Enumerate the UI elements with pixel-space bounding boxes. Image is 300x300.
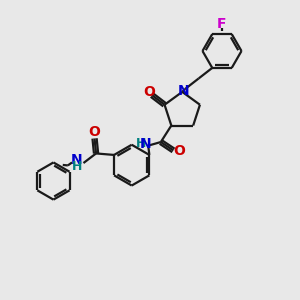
Text: N: N (71, 153, 83, 167)
Text: O: O (88, 125, 100, 140)
Text: F: F (217, 17, 227, 31)
Text: O: O (173, 144, 185, 158)
Text: O: O (144, 85, 155, 98)
Text: H: H (136, 137, 146, 150)
Text: N: N (178, 84, 190, 98)
Text: N: N (140, 137, 151, 151)
Text: H: H (72, 160, 82, 172)
